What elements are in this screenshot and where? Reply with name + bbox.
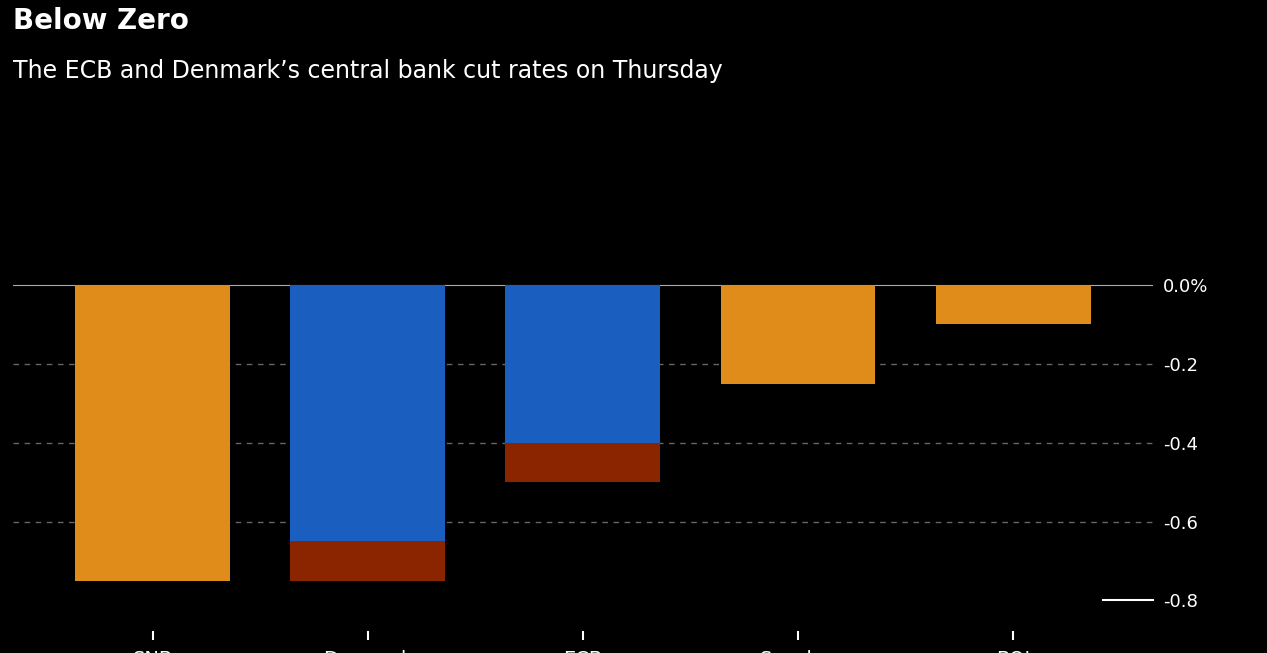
Bar [721, 285, 875, 383]
Bar [290, 541, 445, 581]
Bar [506, 285, 660, 443]
Bar [290, 285, 445, 541]
Bar [935, 285, 1091, 325]
Text: The ECB and Denmark’s central bank cut rates on Thursday: The ECB and Denmark’s central bank cut r… [13, 59, 722, 83]
Text: Below Zero: Below Zero [13, 7, 189, 35]
Bar [506, 443, 660, 482]
Bar [75, 285, 231, 581]
